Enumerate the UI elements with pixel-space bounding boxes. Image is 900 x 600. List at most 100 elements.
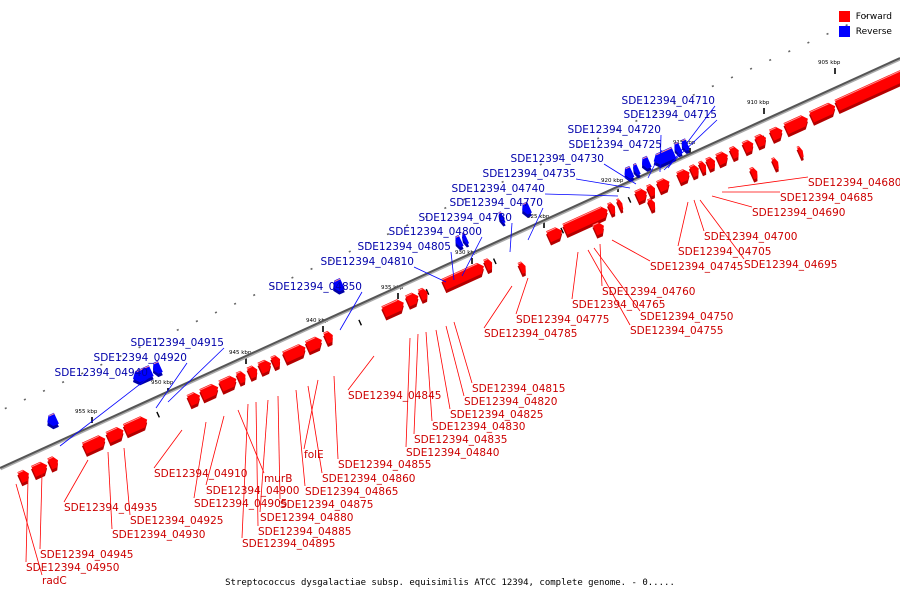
gene-fwd-31 <box>705 156 715 173</box>
label-sde12394-04945: SDE12394_04945 <box>40 549 133 561</box>
gene-fwd-10 <box>246 365 258 382</box>
gene-fwd-offset-0 <box>517 261 526 278</box>
leader-sde12394-04935 <box>63 459 89 503</box>
ruler-dot <box>749 67 753 70</box>
ruler-dot <box>157 337 160 340</box>
leader-sde12394-04845 <box>347 355 375 391</box>
legend-forward: Forward <box>838 9 892 24</box>
ruler-dot <box>42 389 46 392</box>
leader-sde12394-04730 <box>603 163 637 185</box>
gene-fwd-26 <box>646 184 655 200</box>
gene-fwd-12 <box>270 355 281 372</box>
tick-label-910-kbp: 910 kbp <box>747 100 770 106</box>
ruler-dot <box>673 102 676 105</box>
gene-fwd-offset-3 <box>749 166 758 183</box>
label-sde12394-04770: SDE12394_04770 <box>450 197 543 209</box>
leader-sde12394-04920 <box>155 362 188 409</box>
label-sde12394-04940: SDE12394_04940 <box>55 367 148 379</box>
label-fole: folE <box>304 449 324 461</box>
leader-sde12394-04715 <box>663 119 718 171</box>
leader-sde12394-04695 <box>699 199 745 260</box>
ruler-dot <box>444 206 447 210</box>
ruler-dot <box>310 267 313 271</box>
label-sde12394-04785: SDE12394_04785 <box>484 328 577 340</box>
label-sde12394-04735: SDE12394_04735 <box>483 168 576 180</box>
leader-sde12394-04895 <box>241 403 249 539</box>
leader-sde12394-04875 <box>277 395 281 500</box>
gene-fwd-18 <box>417 287 428 304</box>
gene-fwd-24 <box>616 198 624 214</box>
ruler-dot <box>730 76 734 79</box>
leader-sde12394-04925 <box>123 447 131 516</box>
figure-caption: Streptococcus dysgalactiae subsp. equisi… <box>225 578 675 588</box>
leader-sde12394-04910 <box>153 429 183 469</box>
leader-sde12394-04945 <box>39 473 43 550</box>
leader-sde12394-04740 <box>544 193 619 197</box>
gene-rev-10 <box>633 163 641 179</box>
leader-sde12394-04770 <box>527 207 544 241</box>
tick-label-930-kbp: 930 kbp <box>455 250 478 256</box>
gene-rev-2 <box>133 365 154 386</box>
gene-fwd-21 <box>546 227 563 246</box>
leader-sde12394-04725 <box>647 149 663 179</box>
ruler-dot <box>176 328 179 332</box>
label-sde12394-04715: SDE12394_04715 <box>624 109 717 121</box>
label-sde12394-04800: SDE12394_04800 <box>389 226 482 238</box>
gene-fwd-17 <box>405 292 419 310</box>
gene-fwd-offset-1 <box>592 222 604 239</box>
leader-sde12394-04865 <box>295 389 306 487</box>
ruler-dot <box>768 58 772 62</box>
ruler-dot <box>482 189 485 192</box>
ruler-dot <box>386 232 390 236</box>
gene-fwd-29 <box>688 164 699 181</box>
ruler-dot <box>616 128 619 131</box>
gene-fwd-1 <box>31 461 48 481</box>
leader-sde12394-04785 <box>483 285 513 329</box>
label-sde12394-04950: SDE12394_04950 <box>26 562 119 574</box>
gene-fwd-2 <box>47 456 58 473</box>
leader-sde12394-04700 <box>693 199 705 232</box>
ruler-dot <box>80 372 84 375</box>
reverse-swatch <box>838 26 850 37</box>
label-sde12394-04840: SDE12394_04840 <box>406 447 499 459</box>
leader-sde12394-04735 <box>575 178 631 189</box>
leader-sde12394-04905 <box>193 421 207 499</box>
ruler-dot <box>463 198 466 201</box>
label-sde12394-04755: SDE12394_04755 <box>630 325 723 337</box>
leader-sde12394-04745 <box>611 239 651 262</box>
label-sde12394-04875: SDE12394_04875 <box>280 499 373 511</box>
gene-fwd-4 <box>105 427 124 447</box>
label-sde12394-04830: SDE12394_04830 <box>432 421 525 433</box>
gene-fwd-offset-5 <box>796 145 804 161</box>
gene-fwd-8 <box>218 375 237 395</box>
leader-sde12394-04765 <box>571 251 579 300</box>
leader-sde12394-04810 <box>413 266 447 283</box>
ruler-dot <box>539 163 543 166</box>
ruler-dot <box>558 154 562 157</box>
gene-rev-7 <box>498 211 506 227</box>
label-sde12394-04750: SDE12394_04750 <box>640 311 733 323</box>
leader-sde12394-04760 <box>599 243 603 287</box>
ruler-dot <box>348 250 351 253</box>
leader-sde12394-04855 <box>333 375 339 460</box>
ruler-dot <box>692 93 695 96</box>
gene-fwd-11 <box>257 359 271 377</box>
gene-fwd-6 <box>186 392 200 410</box>
gene-fwd-16 <box>381 299 404 321</box>
leader-sde12394-04705 <box>677 201 689 247</box>
label-sde12394-04780: SDE12394_04780 <box>419 212 512 224</box>
gene-rev-1 <box>47 412 59 430</box>
leader-sde12394-04690 <box>711 195 753 208</box>
label-sde12394-04685: SDE12394_04685 <box>780 192 873 204</box>
gene-labels: SDE12394_04680 SDE12394_04685 SDE12394_046… <box>26 95 900 587</box>
gene-fwd-20 <box>483 258 493 275</box>
gene-rev-4 <box>333 278 345 295</box>
gene-rev-3 <box>153 360 163 378</box>
leader-sde12394-04930 <box>107 451 113 530</box>
label-sde12394-04825: SDE12394_04825 <box>450 409 543 421</box>
gene-fwd-38 <box>809 102 836 126</box>
ruler-dot <box>100 363 103 366</box>
label-sde12394-04930: SDE12394_04930 <box>112 529 205 541</box>
label-sde12394-04820: SDE12394_04820 <box>464 396 557 408</box>
leader-sde12394-04885 <box>255 401 259 527</box>
